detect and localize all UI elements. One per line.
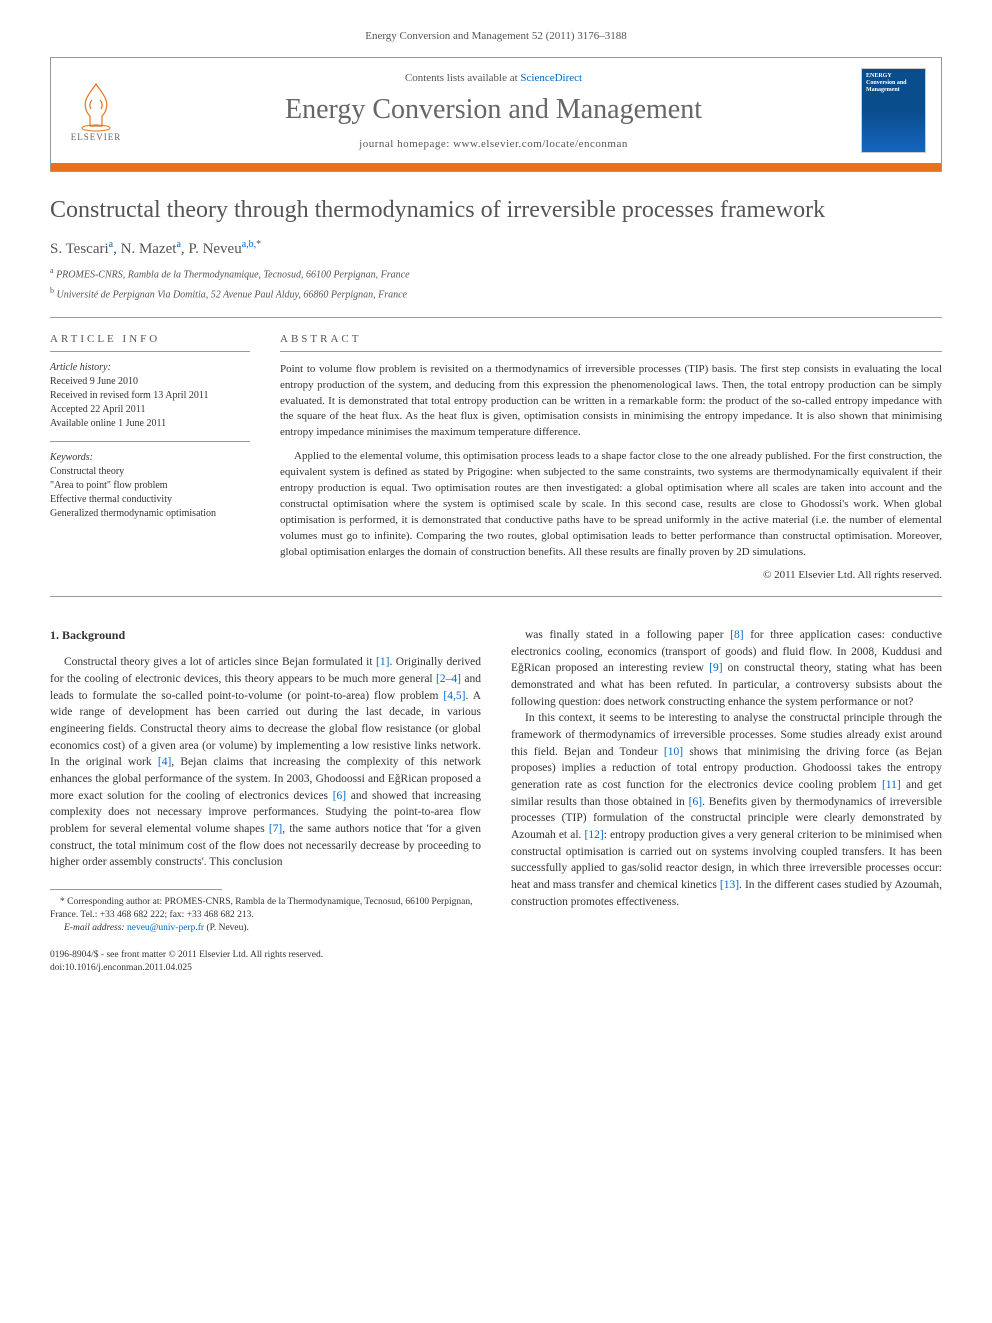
keyword-4: Generalized thermodynamic optimisation (50, 507, 250, 521)
doi-line: doi:10.1016/j.enconman.2011.04.025 (50, 962, 481, 974)
author-3-affil: a,b, (242, 239, 256, 250)
ref-link-7[interactable]: [7] (269, 823, 282, 835)
ref-link-4-5[interactable]: [4,5] (443, 690, 465, 702)
keyword-3: Effective thermal conductivity (50, 493, 250, 507)
bottom-metadata: 0196-8904/$ - see front matter © 2011 El… (50, 949, 481, 974)
keyword-1: Constructal theory (50, 465, 250, 479)
section-1-heading: 1. Background (50, 627, 481, 644)
keyword-2: "Area to point" flow problem (50, 479, 250, 493)
elsevier-logo: ELSEVIER (66, 76, 126, 146)
revised-date: Received in revised form 13 April 2011 (50, 389, 250, 403)
keywords-label: Keywords: (50, 452, 250, 463)
body-para-right-2: In this context, it seems to be interest… (511, 710, 942, 910)
author-list: S. Tescaria, N. Mazeta, P. Neveua,b,* (50, 239, 942, 258)
received-date: Received 9 June 2010 (50, 375, 250, 389)
ref-link-9[interactable]: [9] (709, 662, 722, 674)
journal-title: Energy Conversion and Management (126, 94, 861, 126)
ref-link-12[interactable]: [12] (585, 829, 604, 841)
issn-line: 0196-8904/$ - see front matter © 2011 El… (50, 949, 481, 961)
contents-available-line: Contents lists available at ScienceDirec… (126, 72, 861, 84)
ref-link-1[interactable]: [1] (376, 656, 389, 668)
affiliation-a-text: PROMES-CNRS, Rambla de la Thermodynamiqu… (56, 269, 409, 280)
author-1-affil: a (109, 239, 113, 250)
ref-link-11[interactable]: [11] (882, 779, 901, 791)
article-info-heading: ARTICLE INFO (50, 333, 250, 352)
ref-link-8[interactable]: [8] (730, 629, 743, 641)
ref-link-6[interactable]: [6] (333, 790, 346, 802)
abstract-heading: ABSTRACT (280, 333, 942, 352)
corresponding-star: * (256, 239, 261, 250)
affiliation-a: a PROMES-CNRS, Rambla de la Thermodynami… (50, 266, 942, 281)
body-para-left: Constructal theory gives a lot of articl… (50, 654, 481, 871)
email-suffix: (P. Neveu). (204, 923, 249, 933)
online-date: Available online 1 June 2011 (50, 417, 250, 431)
email-label: E-mail address: (64, 923, 127, 933)
orange-accent-bar (51, 163, 941, 171)
journal-homepage-line: journal homepage: www.elsevier.com/locat… (126, 138, 861, 150)
abstract-paragraph-1: Point to volume flow problem is revisite… (280, 362, 942, 442)
footnote-rule (50, 889, 222, 890)
body-column-left: 1. Background Constructal theory gives a… (50, 627, 481, 974)
journal-cover-thumbnail: ENERGY Conversion and Management (861, 68, 926, 153)
body-column-right: was finally stated in a following paper … (511, 627, 942, 974)
affiliation-b: b Université de Perpignan Via Domitia, 5… (50, 286, 942, 301)
author-3[interactable]: P. Neveu (188, 241, 241, 257)
article-info-panel: ARTICLE INFO Article history: Received 9… (50, 333, 250, 581)
accepted-date: Accepted 22 April 2011 (50, 403, 250, 417)
t: Constructal theory gives a lot of articl… (64, 656, 376, 668)
ref-link-10[interactable]: [10] (664, 746, 683, 758)
homepage-prefix: journal homepage: (359, 138, 453, 150)
contents-prefix: Contents lists available at (405, 72, 520, 84)
history-label: Article history: (50, 362, 250, 373)
author-1[interactable]: S. Tescari (50, 241, 109, 257)
sciencedirect-link[interactable]: ScienceDirect (520, 72, 582, 84)
info-divider (50, 441, 250, 442)
author-2-affil: a (176, 239, 180, 250)
author-2[interactable]: N. Mazet (121, 241, 177, 257)
body-text-columns: 1. Background Constructal theory gives a… (50, 627, 942, 974)
publisher-name: ELSEVIER (71, 132, 122, 142)
ref-link-4[interactable]: [4] (158, 756, 171, 768)
elsevier-tree-icon (72, 80, 120, 132)
affiliation-b-text: Université de Perpignan Via Domitia, 52 … (57, 290, 408, 301)
corresponding-author-footnote: * Corresponding author at: PROMES-CNRS, … (50, 896, 481, 934)
homepage-url[interactable]: www.elsevier.com/locate/enconman (453, 138, 628, 150)
article-title: Constructal theory through thermodynamic… (50, 197, 942, 224)
abstract-paragraph-2: Applied to the elemental volume, this op… (280, 449, 942, 561)
journal-header-box: ELSEVIER Contents lists available at Sci… (50, 57, 942, 172)
divider-2 (50, 596, 942, 597)
divider (50, 317, 942, 318)
author-email-link[interactable]: neveu@univ-perp.fr (127, 923, 204, 933)
citation-line: Energy Conversion and Management 52 (201… (50, 30, 942, 42)
cover-title-text: ENERGY Conversion and Management (866, 73, 921, 95)
ref-link-2-4[interactable]: [2–4] (436, 673, 461, 685)
footnote-text: Corresponding author at: PROMES-CNRS, Ra… (50, 897, 472, 920)
ref-link-13[interactable]: [13] (720, 879, 739, 891)
abstract-panel: ABSTRACT Point to volume flow problem is… (280, 333, 942, 581)
abstract-copyright: © 2011 Elsevier Ltd. All rights reserved… (280, 569, 942, 581)
ref-link-6b[interactable]: [6] (689, 796, 702, 808)
t: was finally stated in a following paper (525, 629, 730, 641)
body-para-right-1: was finally stated in a following paper … (511, 627, 942, 710)
